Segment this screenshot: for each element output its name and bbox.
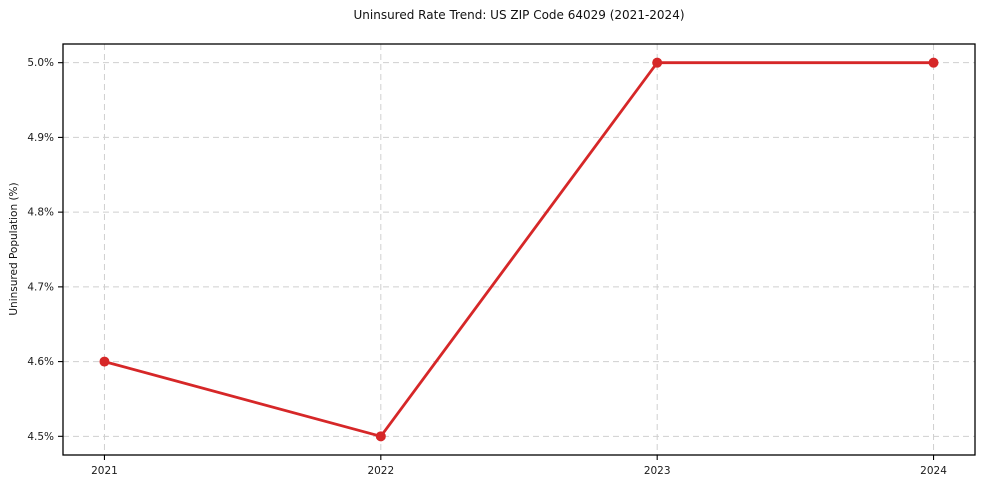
plot-border [62,43,976,456]
chart-title: Uninsured Rate Trend: US ZIP Code 64029 … [353,8,685,22]
trend-line [103,61,935,438]
y-tick-label: 4.7% [27,281,54,293]
x-tick-label: 2023 [644,465,671,477]
y-tick-label: 4.6% [27,356,54,368]
y-tick-label: 4.5% [27,431,54,443]
y-tick-label: 5.0% [27,57,54,69]
data-point [652,57,663,68]
x-tick-label: 2021 [91,465,118,477]
data-point [375,431,386,442]
data-point [928,57,939,68]
x-tick-label: 2022 [367,465,394,477]
x-tick-label: 2024 [920,465,947,477]
y-tick-label: 4.9% [27,132,54,144]
data-point [99,356,110,367]
y-tick-label: 4.8% [27,207,54,219]
